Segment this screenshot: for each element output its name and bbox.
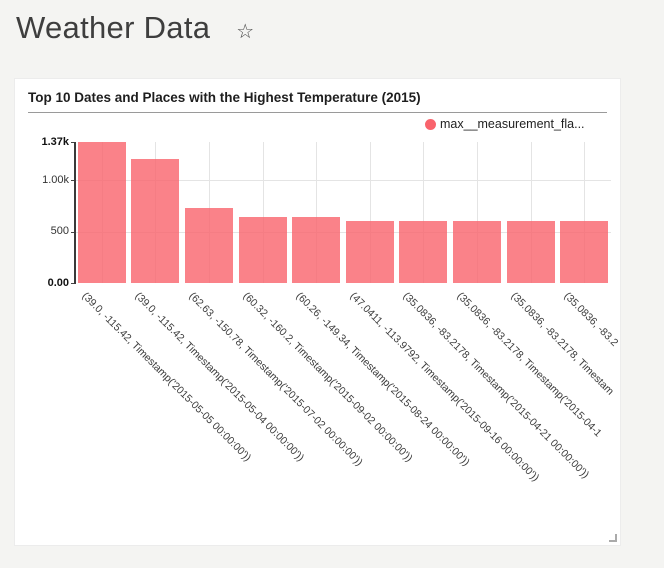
page-title: Weather Data (16, 10, 211, 45)
bar[interactable] (238, 216, 287, 283)
x-gridline (530, 142, 532, 283)
bar[interactable] (77, 142, 126, 283)
x-gridline (369, 142, 371, 283)
y-axis-tick-label: 0.00 (47, 276, 69, 289)
bar[interactable] (506, 221, 555, 283)
y-axis-line (74, 142, 76, 284)
x-gridline (316, 142, 318, 283)
x-axis-tick-label: (35.0836, -83.2178, Timestamp('2015-04-2… (400, 290, 592, 481)
y-axis-tick-mark (71, 231, 75, 233)
bar[interactable] (292, 217, 341, 283)
legend-series-dot-icon (425, 118, 436, 130)
favorite-star-icon[interactable]: ☆ (236, 21, 255, 43)
bar[interactable] (185, 207, 233, 283)
x-gridline (262, 142, 264, 283)
bar[interactable] (560, 221, 609, 283)
resize-handle-icon[interactable] (609, 534, 617, 542)
y-axis-tick-label: 1.00k (42, 173, 69, 186)
bar[interactable] (399, 221, 448, 283)
page-header: Weather Data ☆ (16, 10, 254, 46)
bar[interactable] (453, 221, 501, 283)
y-gridline (75, 231, 611, 233)
y-axis-tick-mark (71, 142, 75, 143)
x-gridline (423, 142, 425, 283)
chart-card: Top 10 Dates and Places with the Highest… (14, 78, 621, 546)
y-axis-tick-label: 1.37k (41, 135, 69, 148)
bar[interactable] (345, 221, 394, 283)
y-axis-tick-mark (71, 283, 75, 284)
x-axis-tick-label: (35.0836, -83.2178, Timestam (508, 290, 616, 398)
chart-title: Top 10 Dates and Places with the Highest… (28, 90, 421, 105)
x-axis-tick-label: (47.0411, -113.9792, Timestamp('2015-09-… (347, 290, 542, 484)
x-gridline (477, 142, 478, 283)
title-divider (28, 112, 607, 113)
x-axis-tick-label: (35.0836, -83.2 (561, 290, 621, 349)
chart-legend-item[interactable]: max__measurement_fla... (425, 117, 585, 131)
x-gridline (584, 142, 586, 283)
y-axis-tick-label: 500 (50, 225, 69, 238)
bar-chart-plot: 1.37k 1.00k 500 0.00 (39.0, -115.42, Timesta… (15, 79, 620, 545)
y-axis-tick-mark (71, 180, 75, 182)
bar[interactable] (131, 158, 180, 283)
y-gridline (75, 180, 611, 182)
legend-series-label: max__measurement_fla... (440, 117, 585, 131)
